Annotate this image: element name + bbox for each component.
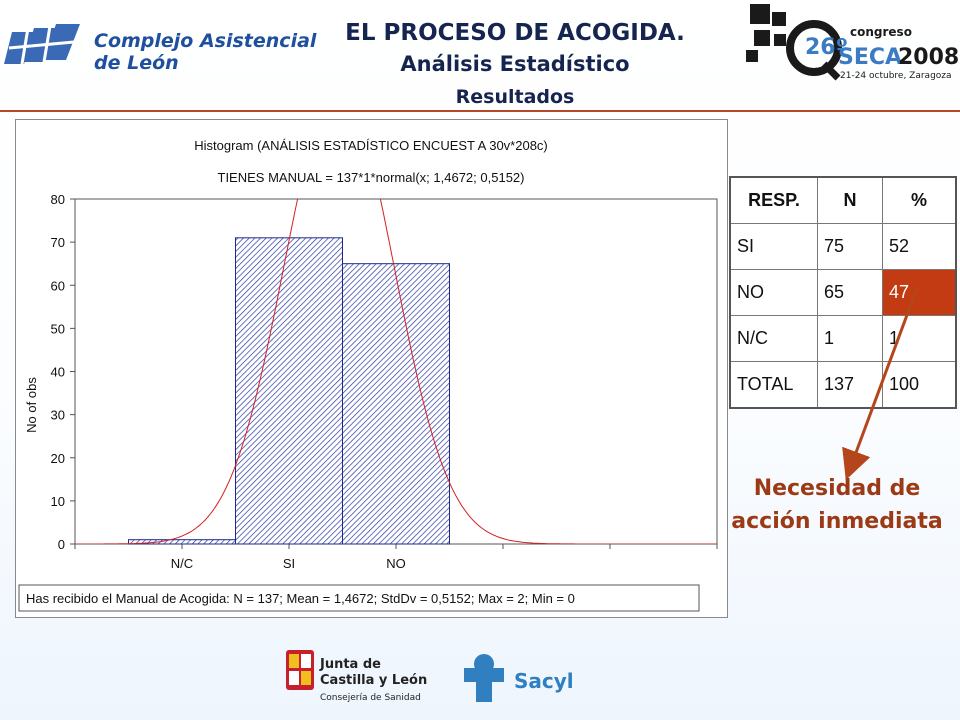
junta-line-1: Junta de xyxy=(319,657,381,672)
y-tick-label: 50 xyxy=(51,321,65,336)
junta-coat-of-arms-icon xyxy=(286,650,314,690)
junta-line-3: Consejería de Sanidad xyxy=(320,693,421,703)
histogram-panel: Histogram (ANÁLISIS ESTADÍSTICO ENCUEST … xyxy=(15,119,728,618)
callout-line-2: acción inmediata xyxy=(731,509,943,534)
table-cell: 65 xyxy=(817,269,883,316)
header-divider xyxy=(0,110,960,112)
histogram-chart: Histogram (ANÁLISIS ESTADÍSTICO ENCUEST … xyxy=(18,138,718,612)
table-cell: NO xyxy=(729,269,818,316)
bar-no xyxy=(342,263,450,545)
page-title: EL PROCESO DE ACOGIDA. xyxy=(345,20,685,46)
seca-congress-logo: 26º congreso SECA 2008 21-24 octubre, Za… xyxy=(744,0,960,84)
complejo-asistencial-emblem-icon xyxy=(4,24,80,65)
page-subtitle: Análisis Estadístico xyxy=(400,52,630,76)
seca-date: 21-24 octubre, Zaragoza xyxy=(840,71,952,81)
junta-line-2: Castilla y León xyxy=(320,673,427,688)
sacyl-name: Sacyl xyxy=(514,669,572,693)
logo-line-2: de León xyxy=(94,52,179,74)
table-row: N/C 1 1 xyxy=(729,315,957,362)
y-tick-label: 30 xyxy=(51,408,65,423)
x-tick-label: NO xyxy=(386,556,406,571)
table-cell: 52 xyxy=(882,223,957,270)
stats-footer-text: Has recibido el Manual de Acogida: N = 1… xyxy=(26,591,575,606)
table-row: TOTAL 137 100 xyxy=(729,361,957,409)
y-tick-label: 40 xyxy=(51,365,65,380)
seca-logo-q-icon xyxy=(786,20,842,76)
seca-congreso-text: congreso xyxy=(850,25,912,39)
section-title: Resultados xyxy=(455,86,575,108)
table-cell: 1 xyxy=(882,315,957,362)
chart-title: Histogram (ANÁLISIS ESTADÍSTICO ENCUEST … xyxy=(194,138,548,153)
complejo-asistencial-logo: Complejo Asistencial de León xyxy=(4,14,316,80)
y-tick-label: 60 xyxy=(51,278,65,293)
x-tick-label: N/C xyxy=(171,556,193,571)
table-cell: 137 xyxy=(817,361,883,409)
table-cell: 1 xyxy=(817,315,883,362)
y-tick-label: 10 xyxy=(51,494,65,509)
table-cell: SI xyxy=(729,223,818,270)
bar-si xyxy=(235,237,343,545)
table-cell: TOTAL xyxy=(729,361,818,409)
table-cell: 75 xyxy=(817,223,883,270)
y-tick-label: 80 xyxy=(51,192,65,207)
sacyl-logo: Sacyl xyxy=(462,650,574,706)
table-cell: N/C xyxy=(729,315,818,362)
y-tick-label: 0 xyxy=(58,537,65,552)
stats-footer-box xyxy=(18,584,700,612)
seca-name: SECA xyxy=(838,45,902,70)
chart-subtitle: TIENES MANUAL = 137*1*normal(x; 1,4672; … xyxy=(218,170,525,185)
x-tick-label: SI xyxy=(283,556,295,571)
highlighted-cell: 47 xyxy=(882,269,957,316)
y-tick-label: 70 xyxy=(51,235,65,250)
table-cell: 100 xyxy=(882,361,957,409)
table-row: NO 65 47 xyxy=(729,269,957,316)
results-table: RESP. N % SI 75 52 NO 65 47 N/C 1 1 TOTA… xyxy=(729,176,957,409)
junta-castilla-leon-logo: Junta de Castilla y León Consejería de S… xyxy=(284,646,434,712)
table-row: SI 75 52 xyxy=(729,223,957,270)
seca-logo-squares-icon xyxy=(746,4,786,62)
seca-number: 26º xyxy=(805,35,848,60)
table-header-cell: RESP. xyxy=(729,176,818,224)
sacyl-cross-icon xyxy=(464,654,504,702)
logo-line-1: Complejo Asistencial xyxy=(94,30,317,52)
table-header-row: RESP. N % xyxy=(729,176,957,224)
y-axis-label: No of obs xyxy=(24,377,39,433)
table-header-cell: N xyxy=(817,176,883,224)
callout-line-1: Necesidad de xyxy=(753,476,921,501)
callout-text: Necesidad de acción inmediata xyxy=(712,472,960,538)
y-tick-label: 20 xyxy=(51,451,65,466)
table-header-cell: % xyxy=(882,176,957,224)
seca-year: 2008 xyxy=(898,45,959,70)
normal-curve xyxy=(75,199,717,544)
